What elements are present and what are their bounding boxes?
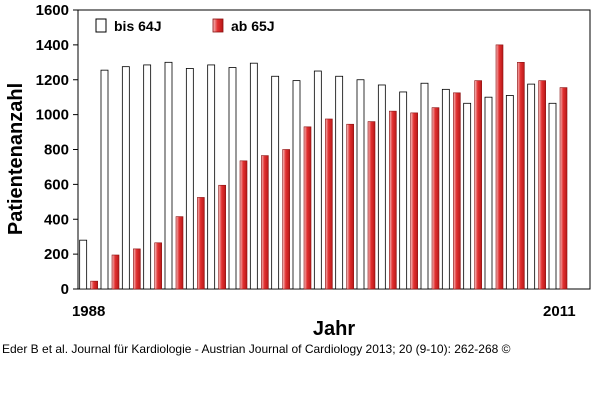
bar-bis-64j (228, 67, 237, 290)
y-axis-ticks: 0 200 400 600 800 1000 1200 1400 1600 (36, 2, 78, 298)
bar-bis-64j (121, 66, 130, 290)
bar-bis-64j (292, 80, 301, 290)
bar-bis-64j (399, 91, 408, 290)
bars-group (79, 44, 568, 290)
bar-ab-65j (239, 160, 248, 290)
bar-ab-65j (474, 80, 482, 290)
bar-bis-64j (185, 68, 194, 290)
legend-swatch-bis-64j (95, 18, 107, 33)
bar-bis-64j (313, 70, 322, 290)
bar-bis-64j (420, 82, 429, 290)
bar-bis-64j (548, 102, 557, 290)
bar-ab-65j (559, 87, 568, 290)
bar-bis-64j (527, 83, 536, 290)
bar-ab-65j (303, 126, 312, 290)
bar-ab-65j (282, 149, 290, 290)
bar-bis-64j (100, 69, 109, 290)
bar-bis-64j (463, 102, 472, 290)
bar-bis-64j (505, 95, 514, 290)
x-axis-title: Jahr (313, 318, 355, 340)
bar-bis-64j (143, 64, 152, 290)
bar-bis-64j (484, 96, 493, 290)
y-tick-label: 1200 (36, 72, 69, 89)
bar-ab-65j (367, 121, 376, 290)
bar-bis-64j (356, 79, 365, 290)
bar-bis-64j (335, 75, 344, 290)
citation: Eder B et al. Journal für Kardiologie - … (2, 342, 511, 356)
bar-bis-64j (441, 88, 450, 290)
bar-ab-65j (389, 110, 397, 290)
bar-ab-65j (261, 155, 269, 290)
bar-ab-65j (431, 107, 440, 290)
y-tick-label: 600 (44, 176, 69, 193)
bar-bis-64j (207, 64, 216, 290)
y-tick-label: 0 (61, 281, 69, 298)
bar-ab-65j (90, 280, 98, 290)
bar-bis-64j (249, 62, 258, 290)
legend-label-bis-64j: bis 64J (114, 18, 161, 34)
bar-ab-65j (517, 62, 525, 290)
bar-bis-64j (271, 75, 280, 290)
x-tick-label-last: 2011 (543, 303, 576, 320)
y-tick-label: 400 (44, 211, 69, 228)
bar-ab-65j (538, 80, 546, 290)
bar-ab-65j (197, 197, 205, 290)
x-axis-tick-labels: 1988 2011 (72, 303, 576, 320)
legend-label-ab-65j: ab 65J (231, 18, 275, 34)
bar-ab-65j (495, 44, 504, 290)
bar-ab-65j (346, 123, 354, 290)
legend: bis 64J ab 65J (95, 18, 275, 34)
bar-bis-64j (79, 239, 88, 290)
y-tick-label: 800 (44, 142, 69, 159)
bar-ab-65j (154, 242, 162, 290)
bar-ab-65j (175, 216, 184, 290)
bar-bis-64j (377, 84, 386, 290)
legend-swatch-ab-65j (212, 18, 224, 33)
bar-ab-65j (133, 248, 141, 290)
plot-area (77, 9, 591, 290)
bar-bis-64j (164, 61, 173, 290)
bar-ab-65j (410, 112, 418, 290)
y-tick-label: 200 (44, 246, 69, 263)
y-axis-title: Patientenanzahl (5, 83, 27, 235)
y-tick-label: 1400 (36, 37, 69, 54)
y-tick-label: 1000 (36, 107, 69, 124)
y-tick-label: 1600 (36, 2, 69, 19)
bar-ab-65j (453, 92, 461, 290)
x-tick-label-first: 1988 (72, 303, 105, 320)
bar-chart: 0 200 400 600 800 1000 1200 1400 1600 1988 2011 P… (5, 2, 591, 340)
bar-ab-65j (325, 118, 333, 290)
bar-ab-65j (111, 254, 120, 290)
bar-ab-65j (218, 184, 226, 290)
